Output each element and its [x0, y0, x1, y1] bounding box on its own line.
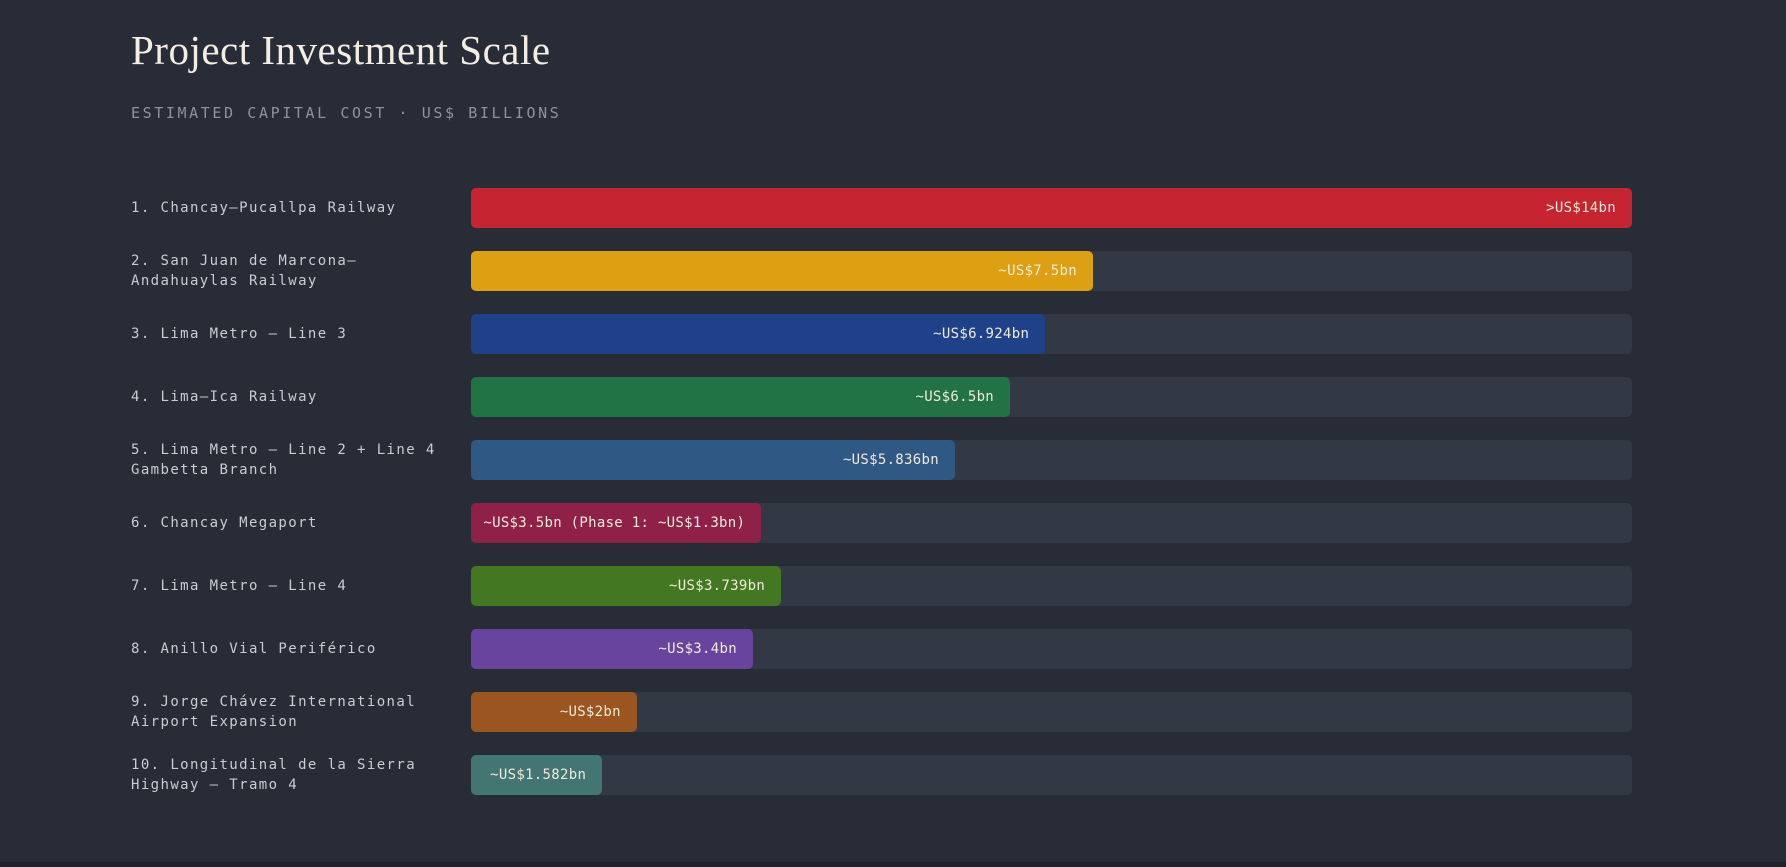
bar: ~US$3.5bn (Phase 1: ~US$1.3bn): [471, 503, 762, 543]
bar: ~US$3.739bn: [471, 566, 782, 606]
project-label: 7. Lima Metro — Line 4: [131, 577, 348, 594]
chart-row: 5. Lima Metro — Line 2 + Line 4 Gambetta…: [131, 440, 1632, 480]
bar-value-label: ~US$1.582bn: [490, 767, 587, 783]
project-label: 6. Chancay Megaport: [131, 514, 318, 531]
bar-value-label: >US$14bn: [1546, 200, 1616, 216]
project-label: 5. Lima Metro — Line 2 + Line 4 Gambetta…: [131, 441, 436, 478]
chart-row: 8. Anillo Vial Periférico ~US$3.4bn: [131, 629, 1632, 669]
chart-row: 1. Chancay–Pucallpa Railway >US$14bn: [131, 188, 1632, 228]
page-title: Project Investment Scale: [131, 27, 551, 73]
bottom-edge-strip: [0, 862, 1786, 867]
chart-row: 9. Jorge Chávez International Airport Ex…: [131, 692, 1632, 732]
project-label: 10. Longitudinal de la Sierra Highway — …: [131, 756, 417, 793]
bar-track: ~US$3.4bn: [471, 629, 1632, 669]
bar-value-label: ~US$5.836bn: [842, 452, 939, 468]
project-label: 9. Jorge Chávez International Airport Ex…: [131, 693, 417, 730]
bar-chart: 1. Chancay–Pucallpa Railway >US$14bn 2. …: [131, 188, 1632, 795]
bar: ~US$5.836bn: [471, 440, 955, 480]
bar-value-label: ~US$6.924bn: [933, 326, 1030, 342]
bar-track: ~US$6.5bn: [471, 377, 1632, 417]
bar: >US$14bn: [471, 188, 1632, 228]
chart-row: 2. San Juan de Marcona–Andahuaylas Railw…: [131, 251, 1632, 291]
project-label: 2. San Juan de Marcona–Andahuaylas Railw…: [131, 252, 358, 289]
bar: ~US$6.5bn: [471, 377, 1011, 417]
chart-row: 4. Lima–Ica Railway ~US$6.5bn: [131, 377, 1632, 417]
bar: ~US$3.4bn: [471, 629, 753, 669]
bar-value-label: ~US$7.5bn: [998, 263, 1077, 279]
bar-track: ~US$3.5bn (Phase 1: ~US$1.3bn): [471, 503, 1632, 543]
bar-value-label: ~US$3.739bn: [669, 578, 766, 594]
bar-value-label: ~US$3.5bn (Phase 1: ~US$1.3bn): [483, 515, 746, 531]
bar-track: ~US$1.582bn: [471, 755, 1632, 795]
bar-track: ~US$3.739bn: [471, 566, 1632, 606]
bar-value-label: ~US$3.4bn: [658, 641, 737, 657]
project-label: 1. Chancay–Pucallpa Railway: [131, 199, 397, 216]
bar-track: ~US$2bn: [471, 692, 1632, 732]
bar: ~US$2bn: [471, 692, 637, 732]
bar-track: ~US$5.836bn: [471, 440, 1632, 480]
bar: ~US$6.924bn: [471, 314, 1046, 354]
project-label: 3. Lima Metro — Line 3: [131, 325, 348, 342]
chart-row: 10. Longitudinal de la Sierra Highway — …: [131, 755, 1632, 795]
chart-row: 3. Lima Metro — Line 3 ~US$6.924bn: [131, 314, 1632, 354]
bar-value-label: ~US$6.5bn: [915, 389, 995, 405]
chart-row: 6. Chancay Megaport ~US$3.5bn (Phase 1: …: [131, 503, 1632, 543]
chart-subtitle: ESTIMATED CAPITAL COST · US$ BILLIONS: [131, 104, 562, 122]
bar-track: ~US$6.924bn: [471, 314, 1632, 354]
project-label: 8. Anillo Vial Periférico: [131, 640, 377, 657]
chart-row: 7. Lima Metro — Line 4 ~US$3.739bn: [131, 566, 1632, 606]
bar: ~US$7.5bn: [471, 251, 1093, 291]
bar: ~US$1.582bn: [471, 755, 603, 795]
bar-value-label: ~US$2bn: [559, 704, 621, 720]
bar-track: ~US$7.5bn: [471, 251, 1632, 291]
project-label: 4. Lima–Ica Railway: [131, 388, 318, 405]
bar-track: >US$14bn: [471, 188, 1632, 228]
